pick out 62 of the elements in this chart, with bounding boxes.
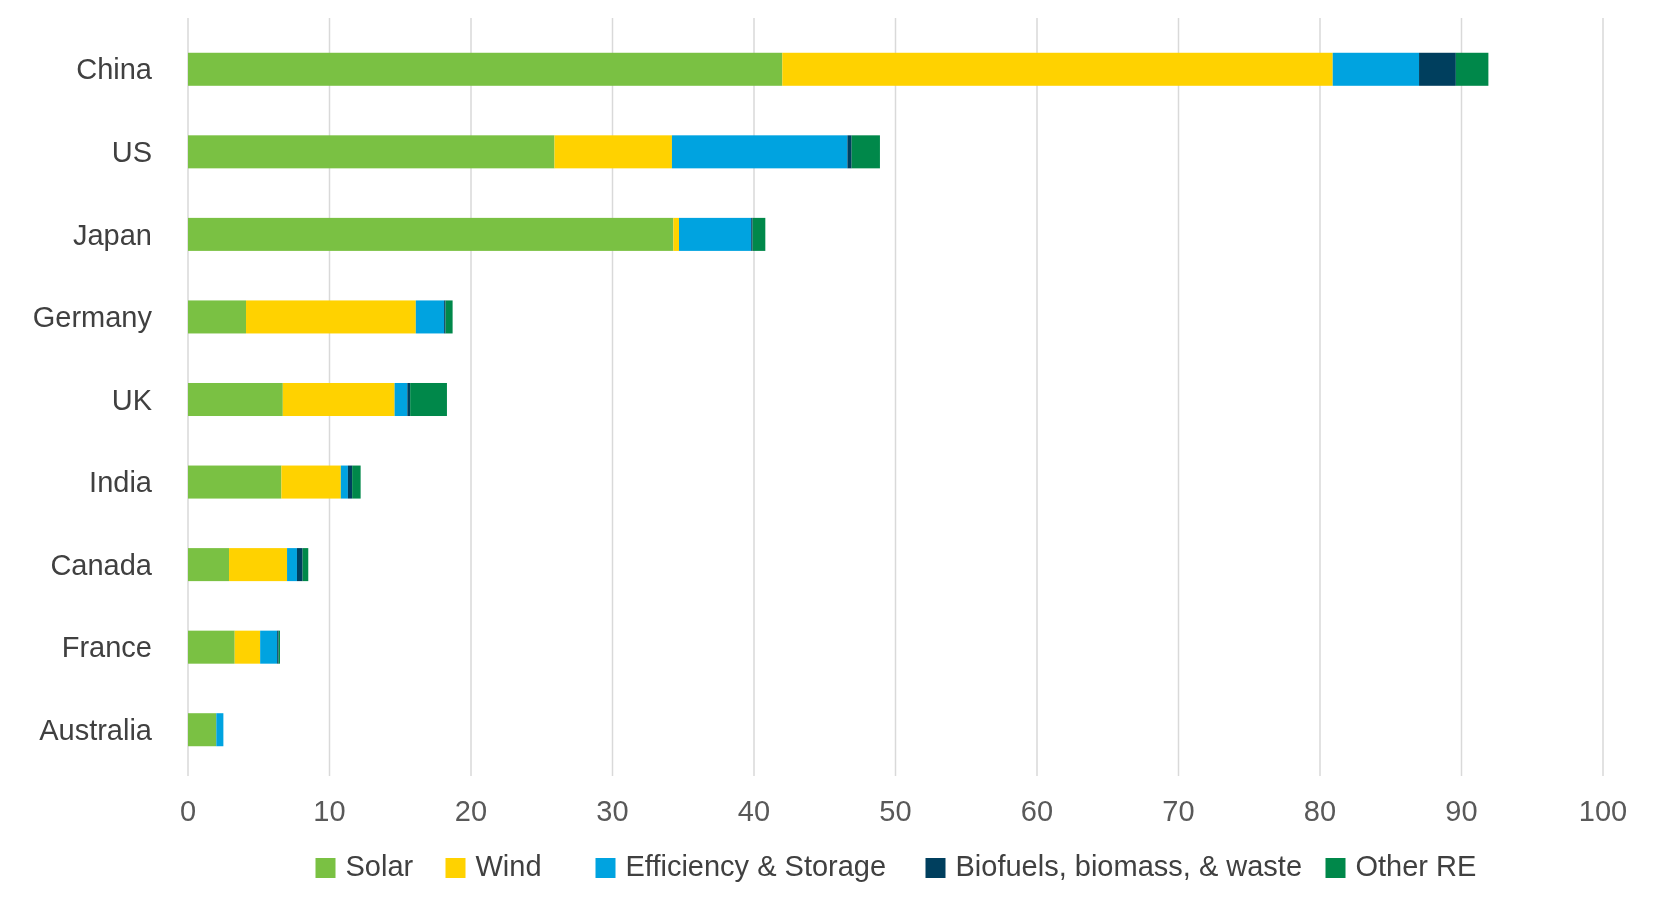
bar xyxy=(1419,52,1456,86)
bar xyxy=(188,382,283,417)
legend-label: Efficiency & Storage xyxy=(625,850,887,882)
x-tick-label: 100 xyxy=(1578,795,1628,827)
y-tick-label: Germany xyxy=(32,301,153,334)
bar xyxy=(216,713,224,747)
legend-label: Other RE xyxy=(1355,850,1477,882)
bar xyxy=(188,300,247,334)
bar xyxy=(410,382,447,417)
bar xyxy=(188,713,217,747)
bar xyxy=(188,548,230,582)
bar xyxy=(234,630,261,664)
bar xyxy=(394,382,408,417)
bar xyxy=(752,217,766,251)
bar xyxy=(229,548,288,582)
bar xyxy=(782,52,1333,86)
x-tick-label: 10 xyxy=(313,795,346,827)
legend-label: Solar xyxy=(345,850,414,882)
x-tick-label: 80 xyxy=(1303,795,1337,827)
legend-label: Biofuels, biomass, & waste xyxy=(955,850,1303,882)
x-tick-label: 50 xyxy=(879,795,912,827)
bar xyxy=(188,217,674,251)
x-tick-label: 70 xyxy=(1162,795,1195,827)
y-tick-label: India xyxy=(89,466,153,499)
x-tick-label: 40 xyxy=(737,795,771,827)
x-tick-label: 90 xyxy=(1445,795,1478,827)
bar xyxy=(188,135,555,169)
x-tick-label: 30 xyxy=(596,795,629,827)
y-tick-label: Canada xyxy=(50,548,153,581)
y-tick-label: Australia xyxy=(39,713,153,746)
y-tick-label: France xyxy=(61,631,152,664)
legend-label: Wind xyxy=(475,850,542,882)
y-tick-label: US xyxy=(111,135,152,168)
bar xyxy=(1332,52,1420,86)
bar xyxy=(347,465,353,499)
bar xyxy=(260,630,278,664)
bar xyxy=(340,465,348,499)
bar xyxy=(847,135,852,169)
y-tick-label: Japan xyxy=(72,218,152,251)
bar xyxy=(188,630,235,664)
bar xyxy=(554,135,672,169)
bar xyxy=(671,135,848,169)
bar xyxy=(679,217,752,251)
bar xyxy=(188,52,783,86)
bar xyxy=(246,300,416,334)
bar xyxy=(282,382,395,417)
bar xyxy=(1455,52,1489,86)
bar xyxy=(673,217,680,251)
bar xyxy=(851,135,880,169)
x-tick-label: 0 xyxy=(179,795,197,827)
bar xyxy=(407,382,411,417)
y-tick-label: China xyxy=(76,53,153,86)
x-tick-label: 20 xyxy=(454,795,488,827)
y-tick-label: UK xyxy=(111,383,153,416)
bar xyxy=(188,465,282,499)
bar xyxy=(415,300,445,334)
bar xyxy=(296,548,303,582)
bar xyxy=(281,465,341,499)
bar xyxy=(445,300,453,334)
bar xyxy=(287,548,297,582)
bar xyxy=(352,465,361,499)
x-tick-label: 60 xyxy=(1020,795,1054,827)
